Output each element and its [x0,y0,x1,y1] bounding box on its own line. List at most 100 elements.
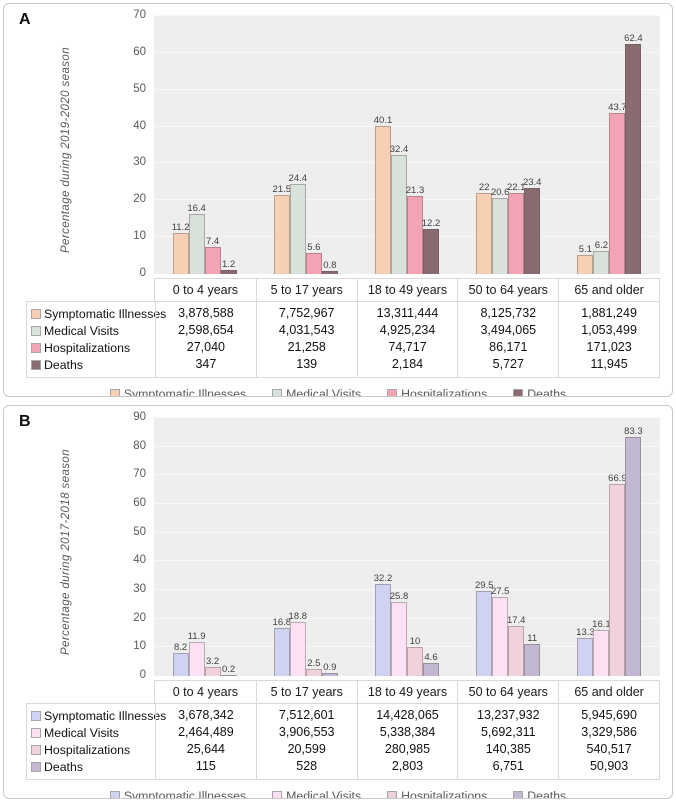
bar: 16.4 [187,203,206,274]
legend-label: Symptomatic Illnesses [123,789,247,799]
bar-value-label: 29.5 [474,580,494,592]
bar-value-label: 13.3 [576,626,595,638]
bar-value-label: 6.2 [594,240,609,252]
series-name: Symptomatic Illnesses [44,708,167,723]
y-tick-label: 30 [133,156,146,169]
table-column: 14,428,065 5,338,384 280,985 2,803 [356,704,458,779]
series-label: Deaths [31,356,153,373]
gridline [154,646,660,648]
count-value: 528 [296,759,318,773]
series-swatch-icon [31,710,41,721]
bar: 10 [407,636,423,676]
bar-value-label: 43.7 [608,101,627,113]
bar-value-label: 25.8 [389,591,409,603]
series-swatch-icon [31,744,41,755]
bar: 16.1 [592,619,611,676]
table-column: 3,878,588 2,598,654 27,040 347 [155,302,256,377]
count-value: 5,945,690 [581,708,637,722]
bar-value-label: 11 [527,633,538,645]
bar: 13.3 [576,627,595,676]
legend-item: Medical Visits [272,789,362,799]
series-label: Medical Visits [31,724,153,741]
legend-label: Symptomatic Illnesses [123,387,247,397]
bar-value-label: 12.2 [421,218,441,230]
bar-value-label: 3.2 [205,655,220,667]
gridline [154,560,660,562]
gridline [154,162,660,164]
bar-value-label: 0.8 [323,260,337,272]
bar: 29.5 [475,580,493,676]
bar: 20.6 [491,187,509,274]
bar-value-label: 1.2 [221,258,236,270]
legend-label: Deaths [527,387,567,397]
bar: 27.5 [491,586,509,676]
count-value: 5,338,384 [379,725,436,739]
series-swatch-icon [31,359,41,370]
legend-item: Deaths [513,387,567,397]
bar: 40.1 [374,115,392,274]
legend-item: Hospitalizations [387,789,487,798]
table-column: 3,678,342 2,464,489 25,644 115 [155,704,256,779]
y-tick-label: 60 [133,45,146,58]
count-value: 2,598,654 [178,323,234,337]
count-value: 8,125,732 [480,306,537,320]
bar-value-label: 5.1 [578,244,593,256]
count-value: 14,428,065 [376,708,439,722]
table-column: 7,512,601 3,906,553 20,599 528 [255,704,357,779]
y-tick-label: 50 [133,82,146,95]
count-value: 3,878,588 [178,306,234,320]
legend-label: Medical Visits [286,789,362,799]
gridline [154,125,660,127]
bar: 17.4 [507,615,525,676]
bar: 7.4 [204,236,221,274]
table-column: 13,311,444 4,925,234 74,717 2,184 [356,302,458,377]
count-value: 11,945 [590,357,628,371]
bar: 21.3 [406,185,424,274]
series-name: Symptomatic Illnesses [44,306,167,321]
legend: Symptomatic Illnesses Medical Visits Hospi… [4,789,672,799]
table-column: 8,125,732 3,494,065 86,171 5,727 [457,302,558,377]
bar: 11.9 [188,631,205,676]
legend-swatch-icon [272,389,283,396]
y-tick-label: 30 [133,583,146,595]
bar: 5.1 [577,244,594,274]
count-value: 139 [296,357,318,371]
y-tick-label: 0 [139,669,146,681]
y-tick-label: 10 [133,640,146,653]
gridline [154,589,660,590]
count-value: 5,727 [492,357,524,371]
bar-value-label: 17.4 [506,615,526,627]
y-axis-title: Percentage during 2019-2020 season [60,46,72,254]
count-value: 27,040 [186,340,226,354]
bar-value-label: 27.5 [490,586,510,598]
count-value: 3,494,065 [480,323,537,337]
category-label: 5 to 17 years [255,681,357,703]
y-tick-label: 10 [133,230,146,243]
chart-area: Percentage during 2019-2020 season 11.2 1… [4,9,672,279]
bar-value-label: 16.4 [187,202,206,214]
series-name: Deaths [44,357,83,372]
gridline [154,88,660,90]
y-tick-label: 20 [133,611,146,624]
panel-a: A Percentage during 2019-2020 season 11.… [3,3,673,397]
gridline [154,474,660,476]
bar-value-label: 23.4 [522,176,542,188]
bar-value-label: 83.3 [624,426,643,438]
count-value: 1,881,249 [581,306,637,320]
legend-swatch-icon [387,791,398,798]
count-value: 74,717 [388,340,427,354]
series-label: Symptomatic Illnesses [31,305,166,322]
gridline [154,15,660,16]
count-value: 13,311,444 [376,306,439,320]
bar-value-label: 0.2 [221,664,236,675]
data-table: Symptomatic Illnesses Medical Visits Hospi… [26,703,660,780]
bar-value-label: 32.2 [373,572,393,584]
count-value: 86,171 [489,340,528,354]
category-slot: 40.1 32.4 21.3 12.2 [356,16,457,274]
bar-value-label: 22 [478,181,490,193]
y-tick-label: 50 [133,525,146,538]
count-value: 7,512,601 [278,708,335,722]
legend-label: Hospitalizations [401,387,488,397]
series-label-column: Symptomatic Illnesses Medical Visits Hospi… [27,704,166,779]
series-label: Deaths [31,758,153,775]
